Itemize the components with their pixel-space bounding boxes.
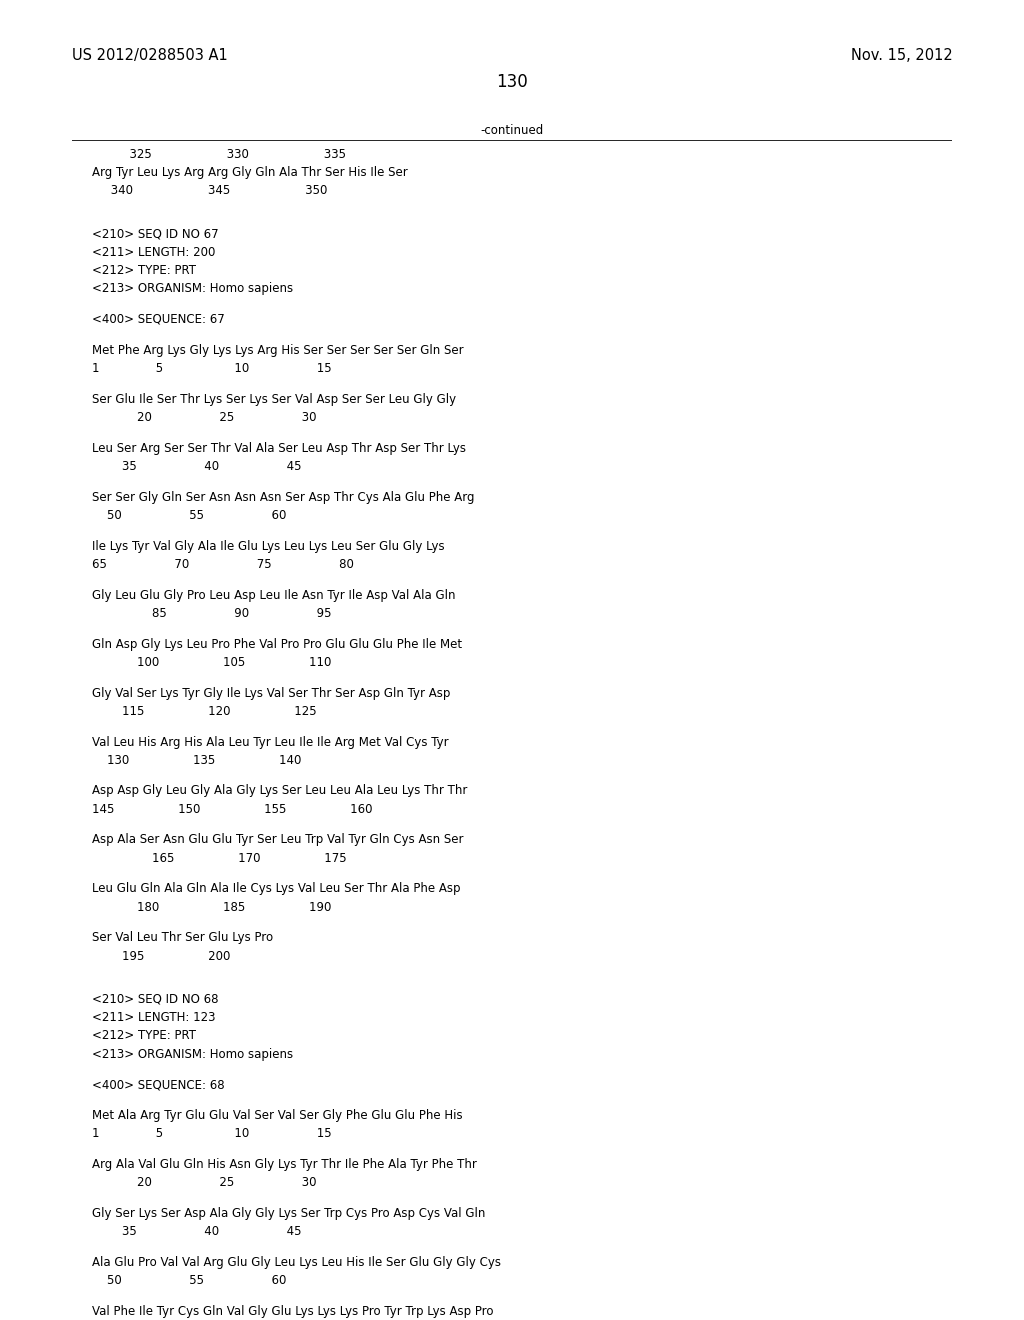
Text: 20                  25                  30: 20 25 30 bbox=[92, 1176, 316, 1189]
Text: 325                    330                    335: 325 330 335 bbox=[92, 148, 346, 161]
Text: <210> SEQ ID NO 68: <210> SEQ ID NO 68 bbox=[92, 993, 219, 1006]
Text: 20                  25                  30: 20 25 30 bbox=[92, 411, 316, 424]
Text: 165                 170                 175: 165 170 175 bbox=[92, 851, 347, 865]
Text: Asp Ala Ser Asn Glu Glu Tyr Ser Leu Trp Val Tyr Gln Cys Asn Ser: Asp Ala Ser Asn Glu Glu Tyr Ser Leu Trp … bbox=[92, 833, 464, 846]
Text: Met Ala Arg Tyr Glu Glu Val Ser Val Ser Gly Phe Glu Glu Phe His: Met Ala Arg Tyr Glu Glu Val Ser Val Ser … bbox=[92, 1109, 463, 1122]
Text: 195                 200: 195 200 bbox=[92, 949, 230, 962]
Text: <211> LENGTH: 123: <211> LENGTH: 123 bbox=[92, 1011, 216, 1024]
Text: Nov. 15, 2012: Nov. 15, 2012 bbox=[851, 48, 952, 62]
Text: Leu Ser Arg Ser Ser Thr Val Ala Ser Leu Asp Thr Asp Ser Thr Lys: Leu Ser Arg Ser Ser Thr Val Ala Ser Leu … bbox=[92, 442, 466, 454]
Text: 145                 150                 155                 160: 145 150 155 160 bbox=[92, 803, 373, 816]
Text: <213> ORGANISM: Homo sapiens: <213> ORGANISM: Homo sapiens bbox=[92, 1048, 293, 1060]
Text: 35                  40                  45: 35 40 45 bbox=[92, 1225, 302, 1238]
Text: Arg Ala Val Glu Gln His Asn Gly Lys Tyr Thr Ile Phe Ala Tyr Phe Thr: Arg Ala Val Glu Gln His Asn Gly Lys Tyr … bbox=[92, 1158, 477, 1171]
Text: 50                  55                  60: 50 55 60 bbox=[92, 1274, 287, 1287]
Text: <212> TYPE: PRT: <212> TYPE: PRT bbox=[92, 1030, 197, 1043]
Text: Gly Val Ser Lys Tyr Gly Ile Lys Val Ser Thr Ser Asp Gln Tyr Asp: Gly Val Ser Lys Tyr Gly Ile Lys Val Ser … bbox=[92, 686, 451, 700]
Text: Gly Ser Lys Ser Asp Ala Gly Gly Lys Ser Trp Cys Pro Asp Cys Val Gln: Gly Ser Lys Ser Asp Ala Gly Gly Lys Ser … bbox=[92, 1206, 485, 1220]
Text: <211> LENGTH: 200: <211> LENGTH: 200 bbox=[92, 246, 215, 259]
Text: Val Leu His Arg His Ala Leu Tyr Leu Ile Ile Arg Met Val Cys Tyr: Val Leu His Arg His Ala Leu Tyr Leu Ile … bbox=[92, 735, 449, 748]
Text: <212> TYPE: PRT: <212> TYPE: PRT bbox=[92, 264, 197, 277]
Text: 100                 105                 110: 100 105 110 bbox=[92, 656, 332, 669]
Text: Ala Glu Pro Val Val Arg Glu Gly Leu Lys Leu His Ile Ser Glu Gly Gly Cys: Ala Glu Pro Val Val Arg Glu Gly Leu Lys … bbox=[92, 1257, 501, 1269]
Text: 130                 135                 140: 130 135 140 bbox=[92, 754, 301, 767]
Text: Ser Ser Gly Gln Ser Asn Asn Asn Ser Asp Thr Cys Ala Glu Phe Arg: Ser Ser Gly Gln Ser Asn Asn Asn Ser Asp … bbox=[92, 491, 475, 504]
Text: 340                    345                    350: 340 345 350 bbox=[92, 185, 328, 197]
Text: <400> SEQUENCE: 68: <400> SEQUENCE: 68 bbox=[92, 1078, 225, 1092]
Text: Gly Leu Glu Gly Pro Leu Asp Leu Ile Asn Tyr Ile Asp Val Ala Gln: Gly Leu Glu Gly Pro Leu Asp Leu Ile Asn … bbox=[92, 589, 456, 602]
Text: Ile Lys Tyr Val Gly Ala Ile Glu Lys Leu Lys Leu Ser Glu Gly Lys: Ile Lys Tyr Val Gly Ala Ile Glu Lys Leu … bbox=[92, 540, 444, 553]
Text: -continued: -continued bbox=[480, 124, 544, 137]
Text: Arg Tyr Leu Lys Arg Arg Gly Gln Ala Thr Ser His Ile Ser: Arg Tyr Leu Lys Arg Arg Gly Gln Ala Thr … bbox=[92, 166, 408, 180]
Text: <400> SEQUENCE: 67: <400> SEQUENCE: 67 bbox=[92, 313, 225, 326]
Text: 65                  70                  75                  80: 65 70 75 80 bbox=[92, 558, 354, 570]
Text: 115                 120                 125: 115 120 125 bbox=[92, 705, 316, 718]
Text: <213> ORGANISM: Homo sapiens: <213> ORGANISM: Homo sapiens bbox=[92, 282, 293, 296]
Text: 130: 130 bbox=[496, 73, 528, 91]
Text: Met Phe Arg Lys Gly Lys Lys Arg His Ser Ser Ser Ser Ser Gln Ser: Met Phe Arg Lys Gly Lys Lys Arg His Ser … bbox=[92, 343, 464, 356]
Text: 1               5                   10                  15: 1 5 10 15 bbox=[92, 1127, 332, 1140]
Text: US 2012/0288503 A1: US 2012/0288503 A1 bbox=[72, 48, 227, 62]
Text: Val Phe Ile Tyr Cys Gln Val Gly Glu Lys Lys Lys Pro Tyr Trp Lys Asp Pro: Val Phe Ile Tyr Cys Gln Val Gly Glu Lys … bbox=[92, 1305, 494, 1317]
Text: 50                  55                  60: 50 55 60 bbox=[92, 510, 287, 521]
Text: 85                  90                  95: 85 90 95 bbox=[92, 607, 332, 620]
Text: <210> SEQ ID NO 67: <210> SEQ ID NO 67 bbox=[92, 227, 219, 240]
Text: 35                  40                  45: 35 40 45 bbox=[92, 459, 302, 473]
Text: Ser Val Leu Thr Ser Glu Lys Pro: Ser Val Leu Thr Ser Glu Lys Pro bbox=[92, 932, 273, 944]
Text: Leu Glu Gln Ala Gln Ala Ile Cys Lys Val Leu Ser Thr Ala Phe Asp: Leu Glu Gln Ala Gln Ala Ile Cys Lys Val … bbox=[92, 883, 461, 895]
Text: Ser Glu Ile Ser Thr Lys Ser Lys Ser Val Asp Ser Ser Leu Gly Gly: Ser Glu Ile Ser Thr Lys Ser Lys Ser Val … bbox=[92, 393, 457, 405]
Text: 1               5                   10                  15: 1 5 10 15 bbox=[92, 362, 332, 375]
Text: Asp Asp Gly Leu Gly Ala Gly Lys Ser Leu Leu Ala Leu Lys Thr Thr: Asp Asp Gly Leu Gly Ala Gly Lys Ser Leu … bbox=[92, 784, 468, 797]
Text: Gln Asp Gly Lys Leu Pro Phe Val Pro Pro Glu Glu Glu Phe Ile Met: Gln Asp Gly Lys Leu Pro Phe Val Pro Pro … bbox=[92, 638, 462, 651]
Text: 180                 185                 190: 180 185 190 bbox=[92, 900, 332, 913]
